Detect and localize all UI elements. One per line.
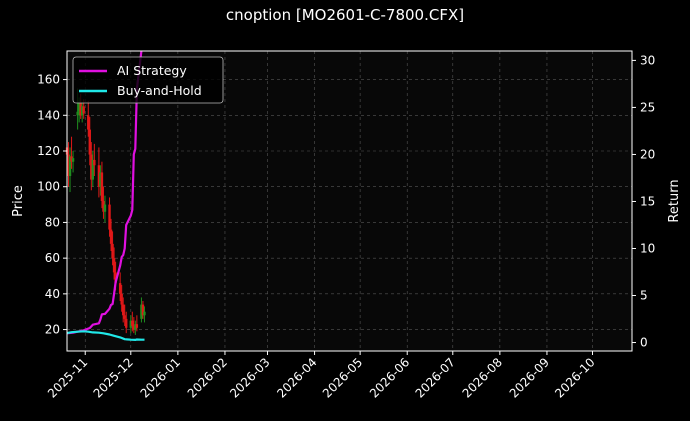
candle-body: [114, 272, 117, 284]
x-tick-label: 2026-04: [274, 355, 319, 400]
candle-body: [111, 243, 114, 259]
x-tick-label: 2026-01: [138, 355, 183, 400]
candle-body: [141, 304, 145, 316]
candle-body: [129, 320, 132, 328]
y2-tick-label: 5: [640, 289, 648, 303]
x-tick-label: 2026-09: [507, 355, 552, 400]
candle-body: [112, 258, 116, 273]
candle-body: [93, 159, 96, 166]
candle-body: [67, 154, 70, 176]
y-tick-label: 80: [45, 215, 60, 229]
x-tick-label: 2026-07: [413, 355, 458, 400]
candle-body: [77, 102, 81, 112]
candle-body: [100, 172, 104, 201]
y2-tick-label: 30: [640, 53, 655, 67]
candle-body: [109, 229, 113, 244]
candle-body: [91, 159, 95, 180]
ai-strategy-line: [66, 50, 143, 335]
y-tick-label: 100: [37, 180, 60, 194]
buy-and-hold-line: [66, 330, 145, 341]
y2-tick-label: 20: [640, 147, 655, 161]
candle-body: [103, 204, 107, 212]
x-tick-label: 2026-03: [227, 355, 272, 400]
y-tick-label: 20: [45, 323, 60, 337]
x-tick-label: 2026-10: [552, 355, 597, 400]
candle-body: [71, 158, 75, 162]
legend-label-ai-strategy: AI Strategy: [117, 63, 187, 78]
legend-box: [72, 56, 224, 104]
candle-body: [143, 311, 146, 316]
candle-body: [102, 201, 105, 212]
return-lines: [66, 50, 145, 341]
x-tick-label: 2025-12: [91, 355, 136, 400]
x-tick-label: 2026-02: [185, 355, 230, 400]
y-axis-label: Price: [11, 185, 26, 217]
x-tick-label: 2026-08: [460, 355, 505, 400]
candle-body: [121, 304, 125, 316]
y-tick-label: 160: [37, 73, 60, 87]
candle-body: [140, 304, 143, 319]
axes-frame: [66, 50, 633, 352]
candle-body: [135, 324, 139, 328]
candle-body: [70, 156, 73, 162]
candlestick-series: [65, 88, 146, 335]
candle-body: [99, 172, 102, 187]
y2-tick-label: 0: [640, 336, 648, 350]
candle-body: [79, 102, 82, 116]
y-tick-label: 40: [45, 287, 60, 301]
candle-body: [97, 165, 101, 187]
y-tick-label: 140: [37, 108, 60, 122]
y-tick-label: 60: [45, 251, 60, 265]
candle-body: [120, 293, 123, 305]
chart-title: cnoption [MO2601-C-7800.CFX]: [225, 6, 465, 24]
candle-body: [118, 283, 122, 294]
candle-body: [108, 204, 111, 230]
x-tick-label: 2026-05: [320, 355, 365, 400]
candle-body: [82, 106, 85, 114]
candle-body: [125, 318, 128, 328]
candle-body: [132, 326, 136, 330]
candle-body: [68, 156, 72, 176]
candle-body: [90, 154, 93, 180]
y2-tick-label: 15: [640, 194, 655, 208]
candle-body: [123, 315, 126, 319]
y2-axis-label: Return: [667, 179, 682, 222]
y2-tick-label: 25: [640, 100, 655, 114]
candle-body: [134, 324, 137, 330]
candle-body: [88, 129, 91, 155]
y-tick-label: 120: [37, 144, 60, 158]
y2-tick-label: 10: [640, 241, 655, 255]
candle-body: [80, 106, 84, 116]
legend: AI Strategy Buy-and-Hold: [72, 56, 224, 104]
candle-body: [87, 115, 90, 130]
candle-body: [76, 111, 79, 116]
x-tick-label: 2026-06: [367, 355, 412, 400]
legend-label-buy-and-hold: Buy-and-Hold: [117, 83, 202, 98]
candle-body: [131, 320, 134, 326]
x-tick-label: 2025-11: [45, 355, 90, 400]
